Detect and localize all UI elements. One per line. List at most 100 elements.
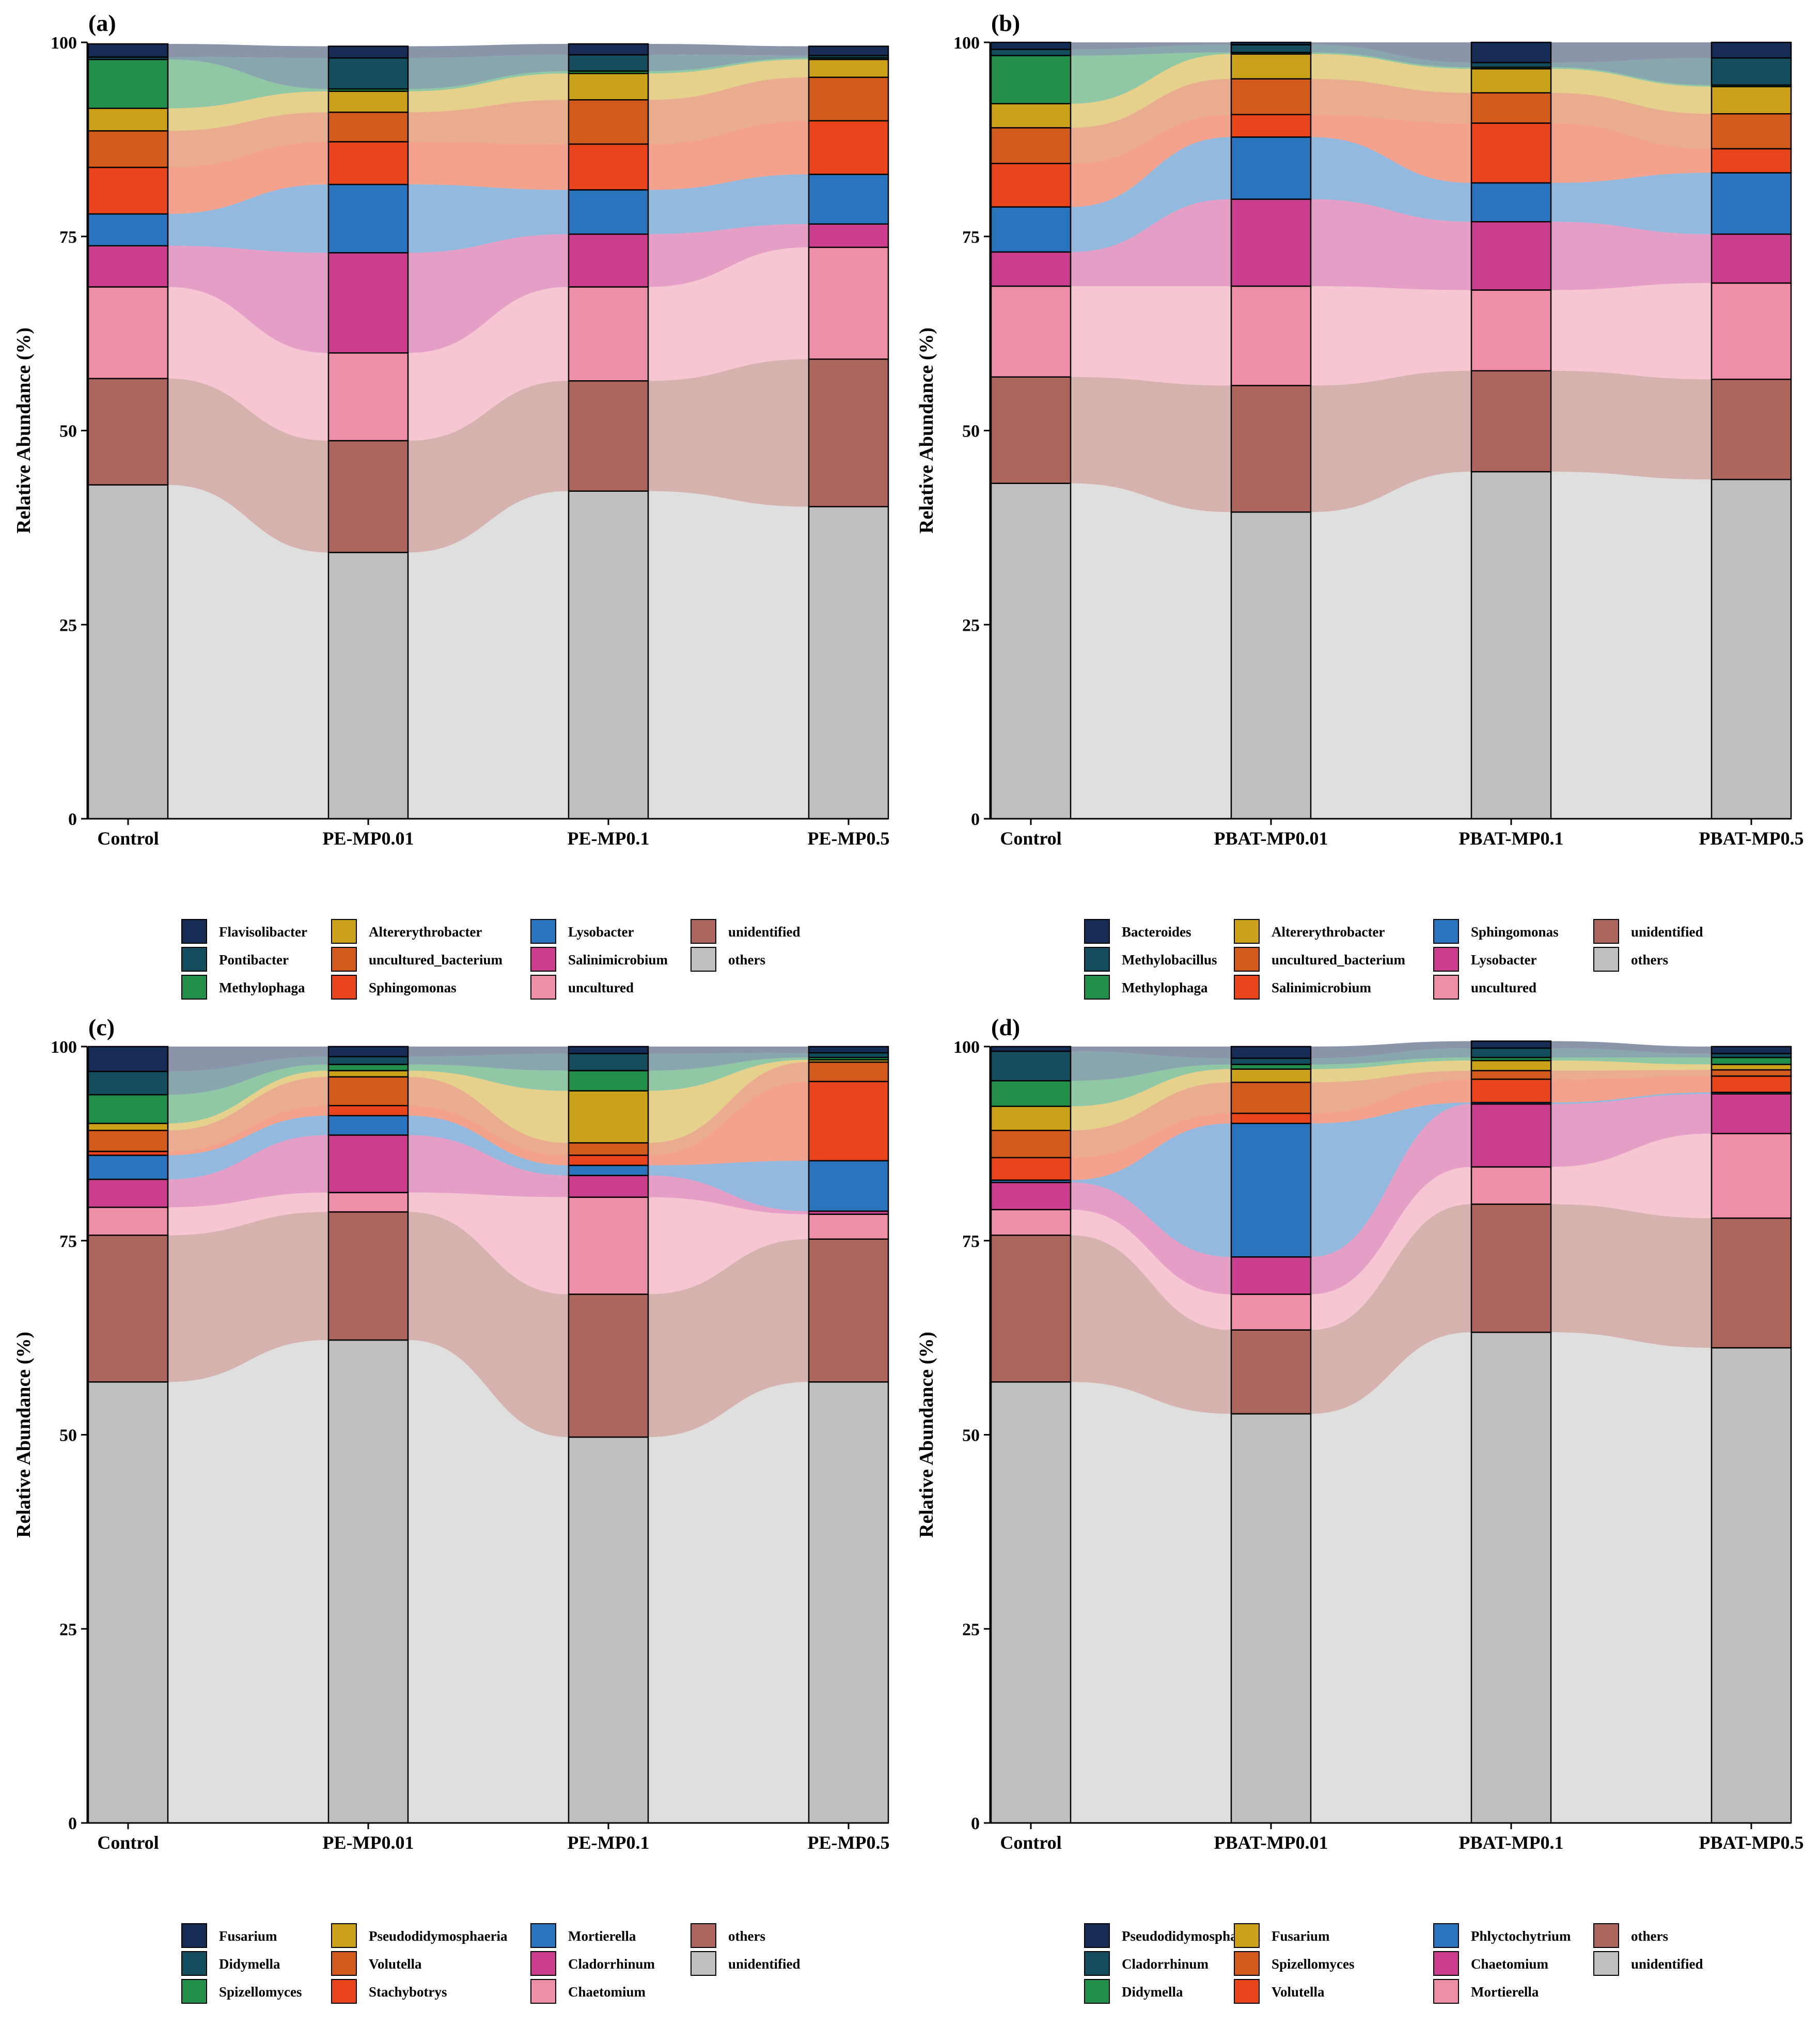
flow-spizellomyces <box>1551 1070 1712 1080</box>
legend-label-unidentified: unidentified <box>1631 1956 1703 1972</box>
flow-methylophaga <box>1071 52 1231 104</box>
bar-segment-chaetomium-pe-mp0-01 <box>327 1192 409 1213</box>
flow-altererythrobacter <box>1311 54 1471 93</box>
legend-swatch-stachybotrys <box>331 1979 357 2004</box>
y-tick-label: 25 <box>59 1620 77 1639</box>
flow-chaetomium <box>648 1197 809 1295</box>
bar-segment-pseudodidymosphaeria-pbat-mp0-01 <box>1230 1046 1312 1059</box>
flow-salinimicrobium <box>1071 114 1231 207</box>
flow-unidentified <box>408 381 569 553</box>
legend-swatch-bacteroides <box>1084 919 1110 944</box>
flow-fusarium <box>168 1047 328 1072</box>
legend-label-pseudodidymosphaeria: Pseudodidymosphaeria <box>369 1928 508 1944</box>
bar-segment-stachybotrys-pe-mp0-5 <box>808 1081 889 1162</box>
flow-mortierella <box>1071 1209 1231 1330</box>
flow-didymella <box>1551 1057 1712 1065</box>
legend-swatch-chaetomium <box>1433 1951 1459 1976</box>
bar-segment-salinimicrobium-pe-mp0-5 <box>808 223 889 248</box>
flow-unidentified <box>1551 1332 1712 1823</box>
x-tick-label-pbat-mp0-5: PBAT-MP0.5 <box>1699 1832 1804 1853</box>
legend-swatch-methylobacillus <box>1084 947 1110 972</box>
bar-segment-spizellomyces-pbat-mp0-1 <box>1470 1070 1552 1080</box>
bar-segment-flavisolibacter-control <box>87 43 169 58</box>
bar-segment-methylobacillus-control <box>990 49 1072 56</box>
bar-segment-volutella-pe-mp0-1 <box>568 1142 649 1156</box>
bar-segment-spizellomyces-pe-mp0-01 <box>327 1064 409 1071</box>
bar-segment-didymella-pe-mp0-01 <box>327 1056 409 1065</box>
panel-label: (b) <box>991 10 1020 36</box>
bar-segment-pseudodidymosphaeria-pbat-mp0-5 <box>1711 1046 1792 1054</box>
bar-segment-spizellomyces-pbat-mp0-01 <box>1230 1081 1312 1114</box>
flow-unidentified <box>1071 377 1231 512</box>
flow-didymella <box>648 1053 809 1071</box>
x-tick-label-control: Control <box>97 828 159 849</box>
flow-salinimicrobium <box>1311 114 1471 183</box>
bar-segment-lysobacter-control <box>990 251 1072 287</box>
legend-swatch-lysobacter <box>530 919 556 944</box>
flow-pontibacter <box>648 55 809 71</box>
legend-label-didymella: Didymella <box>219 1956 280 1972</box>
bar-segment-unidentified-pbat-mp0-1 <box>1470 370 1552 473</box>
bar-segment-lysobacter-pe-mp0-5 <box>808 174 889 225</box>
legend-swatch-others <box>691 947 716 972</box>
flow-uncultured-bacterium <box>648 77 809 144</box>
bar-segment-fusarium-pe-mp0-5 <box>808 1046 889 1054</box>
flow-cladorrhinum <box>1071 1051 1231 1081</box>
legend-label-sphingomonas: Sphingomonas <box>1471 924 1559 940</box>
flow-didymella <box>1311 1057 1471 1069</box>
flow-salinimicrobium <box>648 224 809 287</box>
bar-segment-didymella-pbat-mp0-01 <box>1230 1064 1312 1070</box>
flow-others <box>648 491 809 819</box>
legend-label-methylophaga: Methylophaga <box>219 980 305 995</box>
bar-segment-salinimicrobium-pbat-mp0-5 <box>1711 148 1792 174</box>
legend-label-bacteroides: Bacteroides <box>1122 924 1191 940</box>
flow-others <box>648 1239 809 1438</box>
flow-stachybotrys <box>168 1105 328 1156</box>
bar-segment-volutella-control <box>990 1157 1072 1181</box>
flow-methylobacillus <box>1311 44 1471 68</box>
bar-segment-pseudodidymosphaeria-pbat-mp0-1 <box>1470 1040 1552 1049</box>
bars <box>87 1046 889 1824</box>
flow-unidentified <box>168 1340 328 1823</box>
bar-segment-mortierella-control <box>87 1155 169 1180</box>
legend-label-pontibacter: Pontibacter <box>219 952 289 968</box>
bar-segment-salinimicrobium-pe-mp0-1 <box>568 233 649 288</box>
bar-segment-uncultured-bacterium-control <box>87 130 169 168</box>
bar-segment-mortierella-pbat-mp0-01 <box>1230 1293 1312 1331</box>
flow-methylophaga <box>1311 52 1471 69</box>
bar-segment-others-pe-mp0-5 <box>808 506 889 820</box>
legend-label-uncultured: uncultured <box>1471 980 1536 995</box>
flow-methylophaga <box>408 71 569 91</box>
flow-uncultured-bacterium <box>1071 79 1231 164</box>
flow-flavisolibacter <box>648 44 809 56</box>
legend-swatch-flavisolibacter <box>181 919 207 944</box>
flow-uncultured-bacterium <box>1311 79 1471 123</box>
flow-sphingomonas <box>1071 137 1231 252</box>
bar-segment-fusarium-pbat-mp0-1 <box>1470 1059 1552 1071</box>
bar-segment-spizellomyces-pbat-mp0-5 <box>1711 1069 1792 1077</box>
legend-swatch-salinimicrobium <box>1234 975 1260 1000</box>
flow-fusarium <box>648 1047 809 1054</box>
flow-methylophaga <box>1551 67 1712 87</box>
flow-altererythrobacter <box>408 73 569 113</box>
y-axis-title: Relative Abundance (%) <box>916 1332 937 1538</box>
bar-segment-uncultured-pe-mp0-5 <box>808 246 889 360</box>
bar-segment-uncultured-bacterium-control <box>990 127 1072 164</box>
bar-segment-didymella-pbat-mp0-5 <box>1711 1056 1792 1065</box>
panel-d: (d) 0 25 50 75 100 Relative Abundance (%) Contr… <box>916 1014 1804 2004</box>
bar-segment-pontibacter-pe-mp0-01 <box>327 57 409 90</box>
legend-swatch-others <box>1593 1923 1619 1948</box>
flow-uncultured <box>648 247 809 381</box>
bars <box>87 43 889 820</box>
bar-segment-phlyctochytrium-pbat-mp0-01 <box>1230 1122 1312 1258</box>
bar-segment-methylobacillus-pbat-mp0-5 <box>1711 57 1792 86</box>
legend-swatch-cladorrhinum <box>1084 1951 1110 1976</box>
bar-segment-uncultured-bacterium-pbat-mp0-1 <box>1470 92 1552 124</box>
flow-methylobacillus <box>1551 58 1712 85</box>
flows <box>168 1047 809 1823</box>
y-axis-title: Relative Abundance (%) <box>13 328 35 534</box>
bar-segment-volutella-pe-mp0-01 <box>327 1076 409 1106</box>
legend: Bacteroides Methylobacillus Methylophaga Al… <box>1084 919 1703 1000</box>
bar-segment-salinimicrobium-control <box>990 163 1072 208</box>
bar-segment-flavisolibacter-pe-mp0-1 <box>568 43 649 56</box>
